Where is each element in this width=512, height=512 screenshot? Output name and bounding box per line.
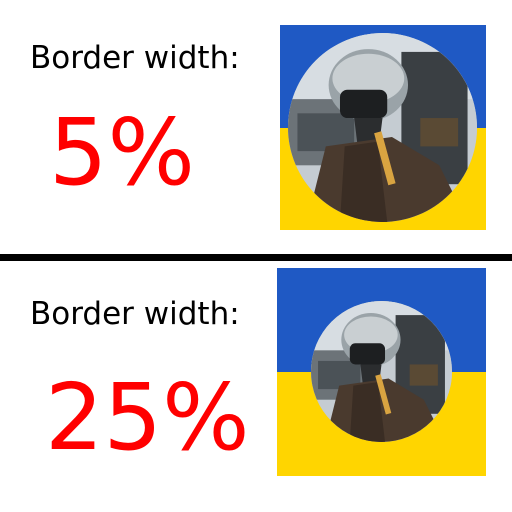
top-border-width-value: 5%: [49, 99, 195, 206]
bottom-avatar-photo: [311, 301, 452, 442]
section-divider: [0, 254, 512, 261]
pilot-photo-icon: [288, 33, 477, 222]
pilot-photo-icon: [311, 301, 452, 442]
top-flag-avatar: [280, 25, 486, 230]
top-avatar-photo: [288, 33, 477, 222]
top-border-width-label: Border width:: [30, 40, 240, 76]
bottom-border-width-value: 25%: [45, 364, 250, 471]
bottom-border-width-label: Border width:: [30, 296, 240, 332]
bottom-flag-avatar: [277, 268, 486, 476]
